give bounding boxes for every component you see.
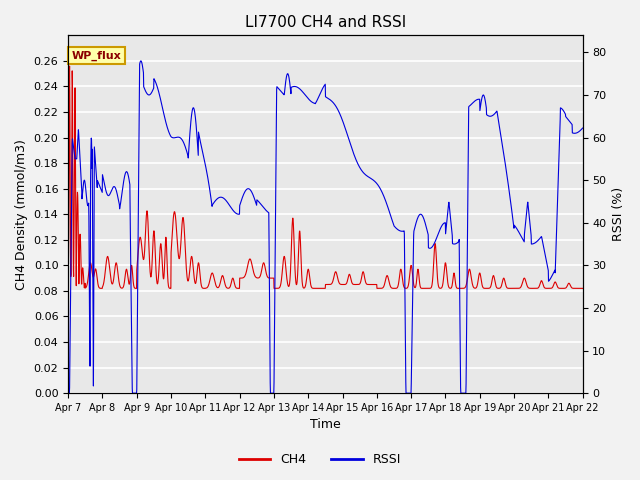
X-axis label: Time: Time xyxy=(310,419,340,432)
Text: WP_flux: WP_flux xyxy=(72,50,122,60)
Y-axis label: CH4 Density (mmol/m3): CH4 Density (mmol/m3) xyxy=(15,139,28,289)
Y-axis label: RSSI (%): RSSI (%) xyxy=(612,187,625,241)
Legend: CH4, RSSI: CH4, RSSI xyxy=(234,448,406,471)
Title: LI7700 CH4 and RSSI: LI7700 CH4 and RSSI xyxy=(244,15,406,30)
